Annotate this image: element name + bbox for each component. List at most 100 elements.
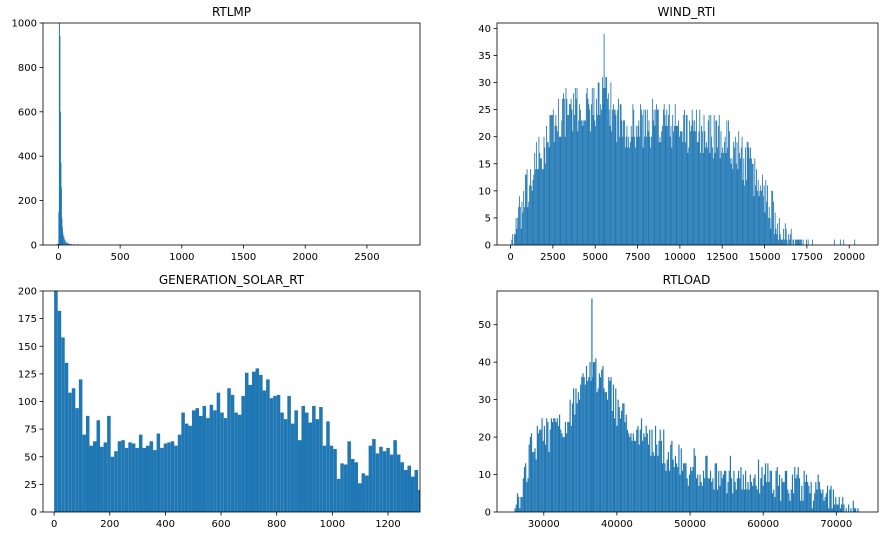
y-tick-label: 600 (18, 107, 37, 118)
histogram-bar (800, 500, 802, 512)
histogram-bar (530, 185, 532, 245)
histogram-bar (780, 500, 782, 512)
histogram-bar (781, 239, 783, 245)
histogram-bar (124, 447, 129, 512)
histogram-bar (372, 439, 376, 512)
histogram-bar (599, 377, 602, 512)
histogram-bar (322, 445, 327, 512)
histogram-bar (539, 429, 541, 512)
histogram-bar (523, 190, 525, 245)
histogram-bar (763, 185, 765, 245)
x-tick-label: 15000 (749, 252, 781, 263)
histogram-bar (668, 104, 670, 245)
histogram-bar (678, 120, 680, 245)
histogram-bar (698, 485, 700, 512)
histogram-bar (598, 373, 600, 512)
histogram-bar (704, 131, 706, 245)
histogram-bar (546, 418, 548, 512)
histogram-bar (661, 463, 664, 512)
histogram-bar (718, 470, 720, 512)
histogram-bar (783, 482, 785, 512)
histogram-bar (708, 115, 710, 245)
histogram-bar (651, 98, 653, 245)
histogram-bar (195, 408, 199, 512)
histogram-bar (646, 136, 647, 245)
histogram-bar (666, 109, 668, 245)
histogram-bar (563, 98, 565, 245)
histogram-bar (635, 147, 636, 245)
y-tick-label: 35 (478, 51, 491, 62)
bars (55, 23, 109, 245)
histogram-bar (699, 109, 701, 245)
histogram-bar (533, 174, 535, 245)
histogram-bar (850, 508, 852, 512)
histogram-bar (658, 440, 660, 512)
histogram-bar (701, 125, 702, 245)
histogram-bar (177, 434, 182, 512)
histogram-bar (526, 482, 528, 512)
histogram-bar (672, 115, 674, 245)
histogram-bar (619, 104, 621, 245)
x-tick-label: 2500 (540, 252, 565, 263)
histogram-bar (564, 422, 567, 512)
histogram-bar (665, 125, 667, 245)
histogram-bar (62, 232, 64, 245)
histogram-bar (529, 185, 531, 245)
histogram-bar (781, 478, 783, 512)
y-tick-label: 1000 (12, 19, 37, 30)
histogram-bar (519, 196, 520, 245)
chart-generation-solar-rt: GENERATION_SOLAR_RT 0 200 400 600 800 1000 120… (18, 273, 421, 530)
histogram-bar (586, 87, 588, 245)
histogram-bar (795, 239, 797, 245)
histogram-bar (596, 115, 598, 245)
histogram-bar (796, 474, 798, 512)
histogram-bar (294, 410, 298, 512)
histogram-bar (789, 500, 791, 512)
histogram-bar (558, 136, 560, 245)
chart-wind-rti: WIND_RTI 0 2500 5000 7500 10000 12500 15000 175… (478, 5, 879, 263)
histogram-bar (583, 120, 585, 245)
histogram-bar (702, 152, 704, 245)
histogram-bar (614, 418, 616, 512)
histogram-bar (616, 142, 618, 245)
histogram-bar (259, 374, 263, 512)
histogram-bar (714, 463, 716, 512)
histogram-bar (833, 239, 835, 245)
histogram-bar (672, 459, 674, 512)
histogram-bar (93, 441, 97, 512)
histogram-bar (694, 455, 696, 512)
histogram-bar (697, 142, 699, 245)
histogram-bar (536, 425, 538, 512)
histogram-bar (520, 228, 522, 245)
histogram-bar (612, 104, 614, 245)
histogram-bar (660, 142, 662, 245)
histogram-bar (832, 489, 834, 512)
histogram-bar (749, 158, 751, 245)
x-tick-label: 600 (212, 519, 231, 530)
histogram-bar (691, 109, 693, 245)
histogram-bar (386, 447, 390, 512)
histogram-bar (593, 87, 595, 245)
histogram-bar (691, 470, 693, 512)
histogram-bar (662, 125, 663, 245)
histogram-bar (555, 422, 557, 512)
histogram-bar (794, 467, 796, 512)
histogram-bar (551, 115, 553, 245)
histogram-bar (674, 455, 677, 512)
histogram-bar (790, 489, 792, 512)
histogram-bar (688, 474, 691, 512)
histogram-bar (777, 223, 779, 245)
histogram-bar (647, 444, 650, 512)
histogram-bar (816, 489, 818, 512)
histogram-bar (660, 440, 662, 512)
histogram-bar (581, 377, 583, 512)
histogram-bar (209, 404, 214, 512)
histogram-bar (615, 388, 617, 512)
histogram-bar (605, 77, 607, 245)
histogram-bar (541, 169, 543, 245)
histogram-bar (773, 234, 775, 245)
histogram-bar (693, 448, 695, 512)
histogram-bar (823, 500, 825, 512)
histogram-bar (770, 470, 772, 512)
histogram-bar (121, 440, 125, 512)
